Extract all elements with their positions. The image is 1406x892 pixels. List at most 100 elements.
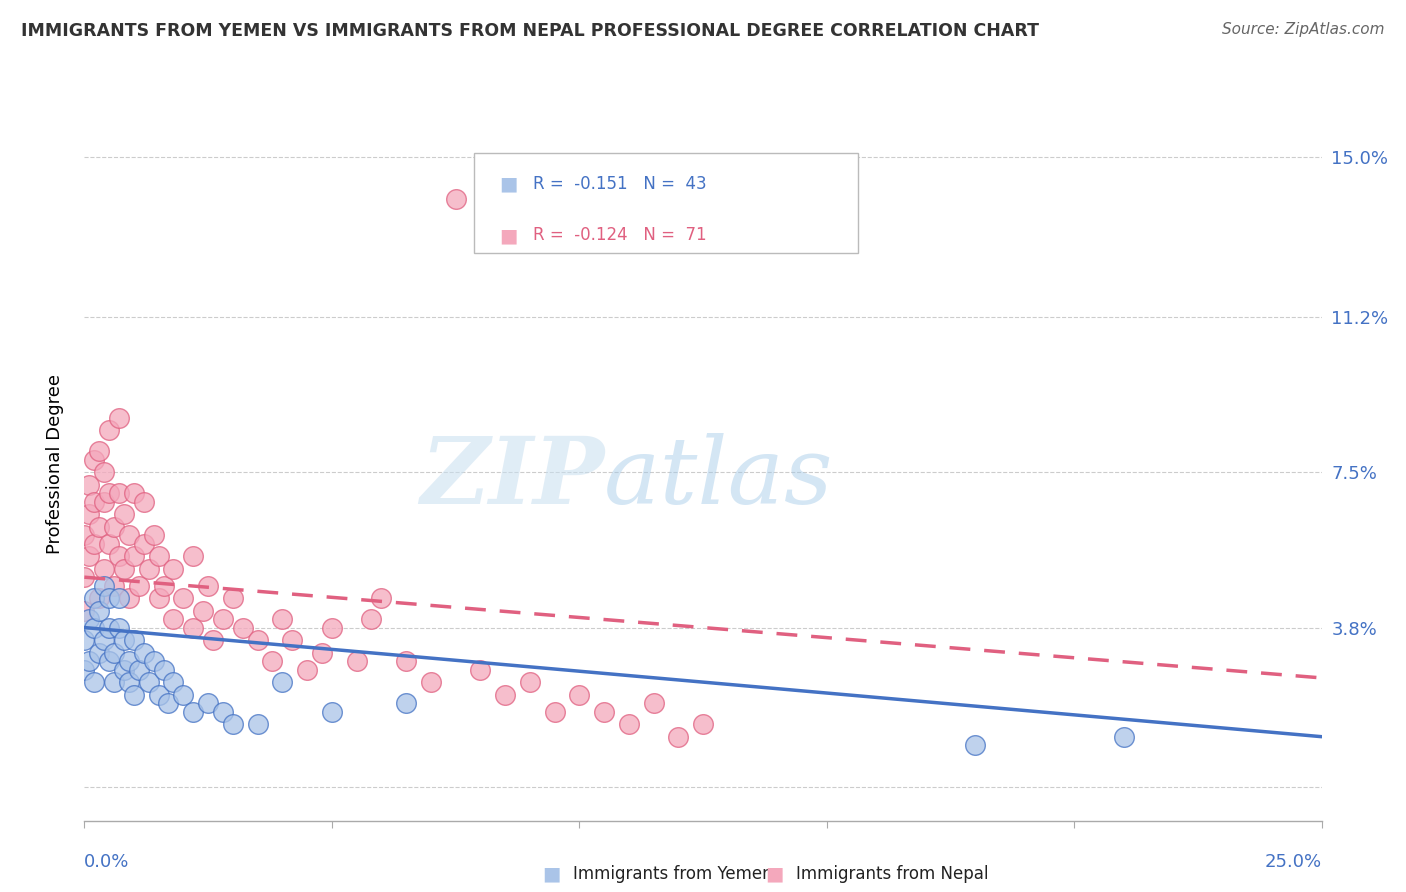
Point	[271, 612, 294, 626]
Point	[112, 663, 135, 677]
Point	[108, 549, 131, 564]
Text: Immigrants from Nepal: Immigrants from Nepal	[796, 865, 988, 883]
Point	[617, 717, 640, 731]
Point	[262, 654, 284, 668]
Point	[79, 612, 101, 626]
Point	[311, 646, 333, 660]
Point	[89, 520, 111, 534]
Point	[1112, 730, 1135, 744]
Point	[73, 633, 96, 648]
Point	[83, 452, 105, 467]
Text: ■: ■	[543, 864, 561, 884]
Text: 25.0%: 25.0%	[1264, 853, 1322, 871]
Point	[103, 675, 125, 690]
Point	[162, 562, 184, 576]
Point	[108, 486, 131, 500]
Point	[321, 621, 343, 635]
Point	[89, 591, 111, 606]
Point	[152, 578, 174, 592]
Point	[666, 730, 689, 744]
Point	[132, 646, 155, 660]
Text: ■: ■	[765, 864, 783, 884]
Point	[212, 612, 235, 626]
Point	[157, 696, 180, 710]
Point	[93, 633, 115, 648]
Point	[132, 494, 155, 508]
Point	[172, 591, 194, 606]
Point	[128, 663, 150, 677]
Point	[108, 621, 131, 635]
Point	[83, 675, 105, 690]
Point	[112, 507, 135, 521]
Point	[93, 494, 115, 508]
Point	[202, 633, 225, 648]
Point	[122, 633, 145, 648]
Point	[148, 688, 170, 702]
Point	[118, 675, 141, 690]
Point	[93, 562, 115, 576]
Point	[181, 549, 204, 564]
Point	[444, 193, 467, 207]
Point	[142, 654, 165, 668]
Text: R =  -0.124   N =  71: R = -0.124 N = 71	[533, 227, 707, 244]
Point	[643, 696, 665, 710]
Point	[73, 570, 96, 584]
Text: atlas: atlas	[605, 434, 834, 523]
Point	[360, 612, 382, 626]
Point	[79, 654, 101, 668]
Point	[89, 604, 111, 618]
Point	[79, 549, 101, 564]
Point	[295, 663, 318, 677]
Point	[281, 633, 304, 648]
Point	[138, 562, 160, 576]
Point	[246, 717, 269, 731]
Point	[162, 675, 184, 690]
Point	[103, 578, 125, 592]
Point	[395, 654, 418, 668]
Text: ZIP: ZIP	[420, 434, 605, 523]
Point	[98, 536, 121, 550]
Point	[222, 591, 245, 606]
Point	[395, 696, 418, 710]
Point	[89, 444, 111, 458]
Text: ■: ■	[499, 226, 517, 245]
Point	[152, 663, 174, 677]
Point	[148, 549, 170, 564]
Point	[965, 738, 987, 752]
Point	[181, 705, 204, 719]
Point	[83, 536, 105, 550]
Point	[112, 562, 135, 576]
Point	[103, 646, 125, 660]
Point	[122, 688, 145, 702]
Point	[73, 528, 96, 542]
Point	[83, 621, 105, 635]
Point	[98, 423, 121, 437]
Point	[543, 705, 565, 719]
Point	[321, 705, 343, 719]
Point	[122, 486, 145, 500]
Point	[142, 528, 165, 542]
Text: Immigrants from Yemen: Immigrants from Yemen	[574, 865, 773, 883]
Text: 0.0%: 0.0%	[84, 853, 129, 871]
Point	[108, 591, 131, 606]
Point	[118, 528, 141, 542]
Point	[83, 591, 105, 606]
Point	[73, 663, 96, 677]
Point	[112, 633, 135, 648]
Point	[93, 465, 115, 479]
Point	[83, 494, 105, 508]
Point	[103, 520, 125, 534]
Point	[128, 578, 150, 592]
Point	[93, 578, 115, 592]
Point	[181, 621, 204, 635]
Point	[246, 633, 269, 648]
Point	[519, 675, 541, 690]
Point	[148, 591, 170, 606]
Text: R =  -0.151   N =  43: R = -0.151 N = 43	[533, 175, 707, 193]
Point	[89, 646, 111, 660]
Point	[370, 591, 392, 606]
Point	[132, 536, 155, 550]
Y-axis label: Professional Degree: Professional Degree	[45, 374, 63, 554]
Point	[191, 604, 214, 618]
Point	[79, 478, 101, 492]
